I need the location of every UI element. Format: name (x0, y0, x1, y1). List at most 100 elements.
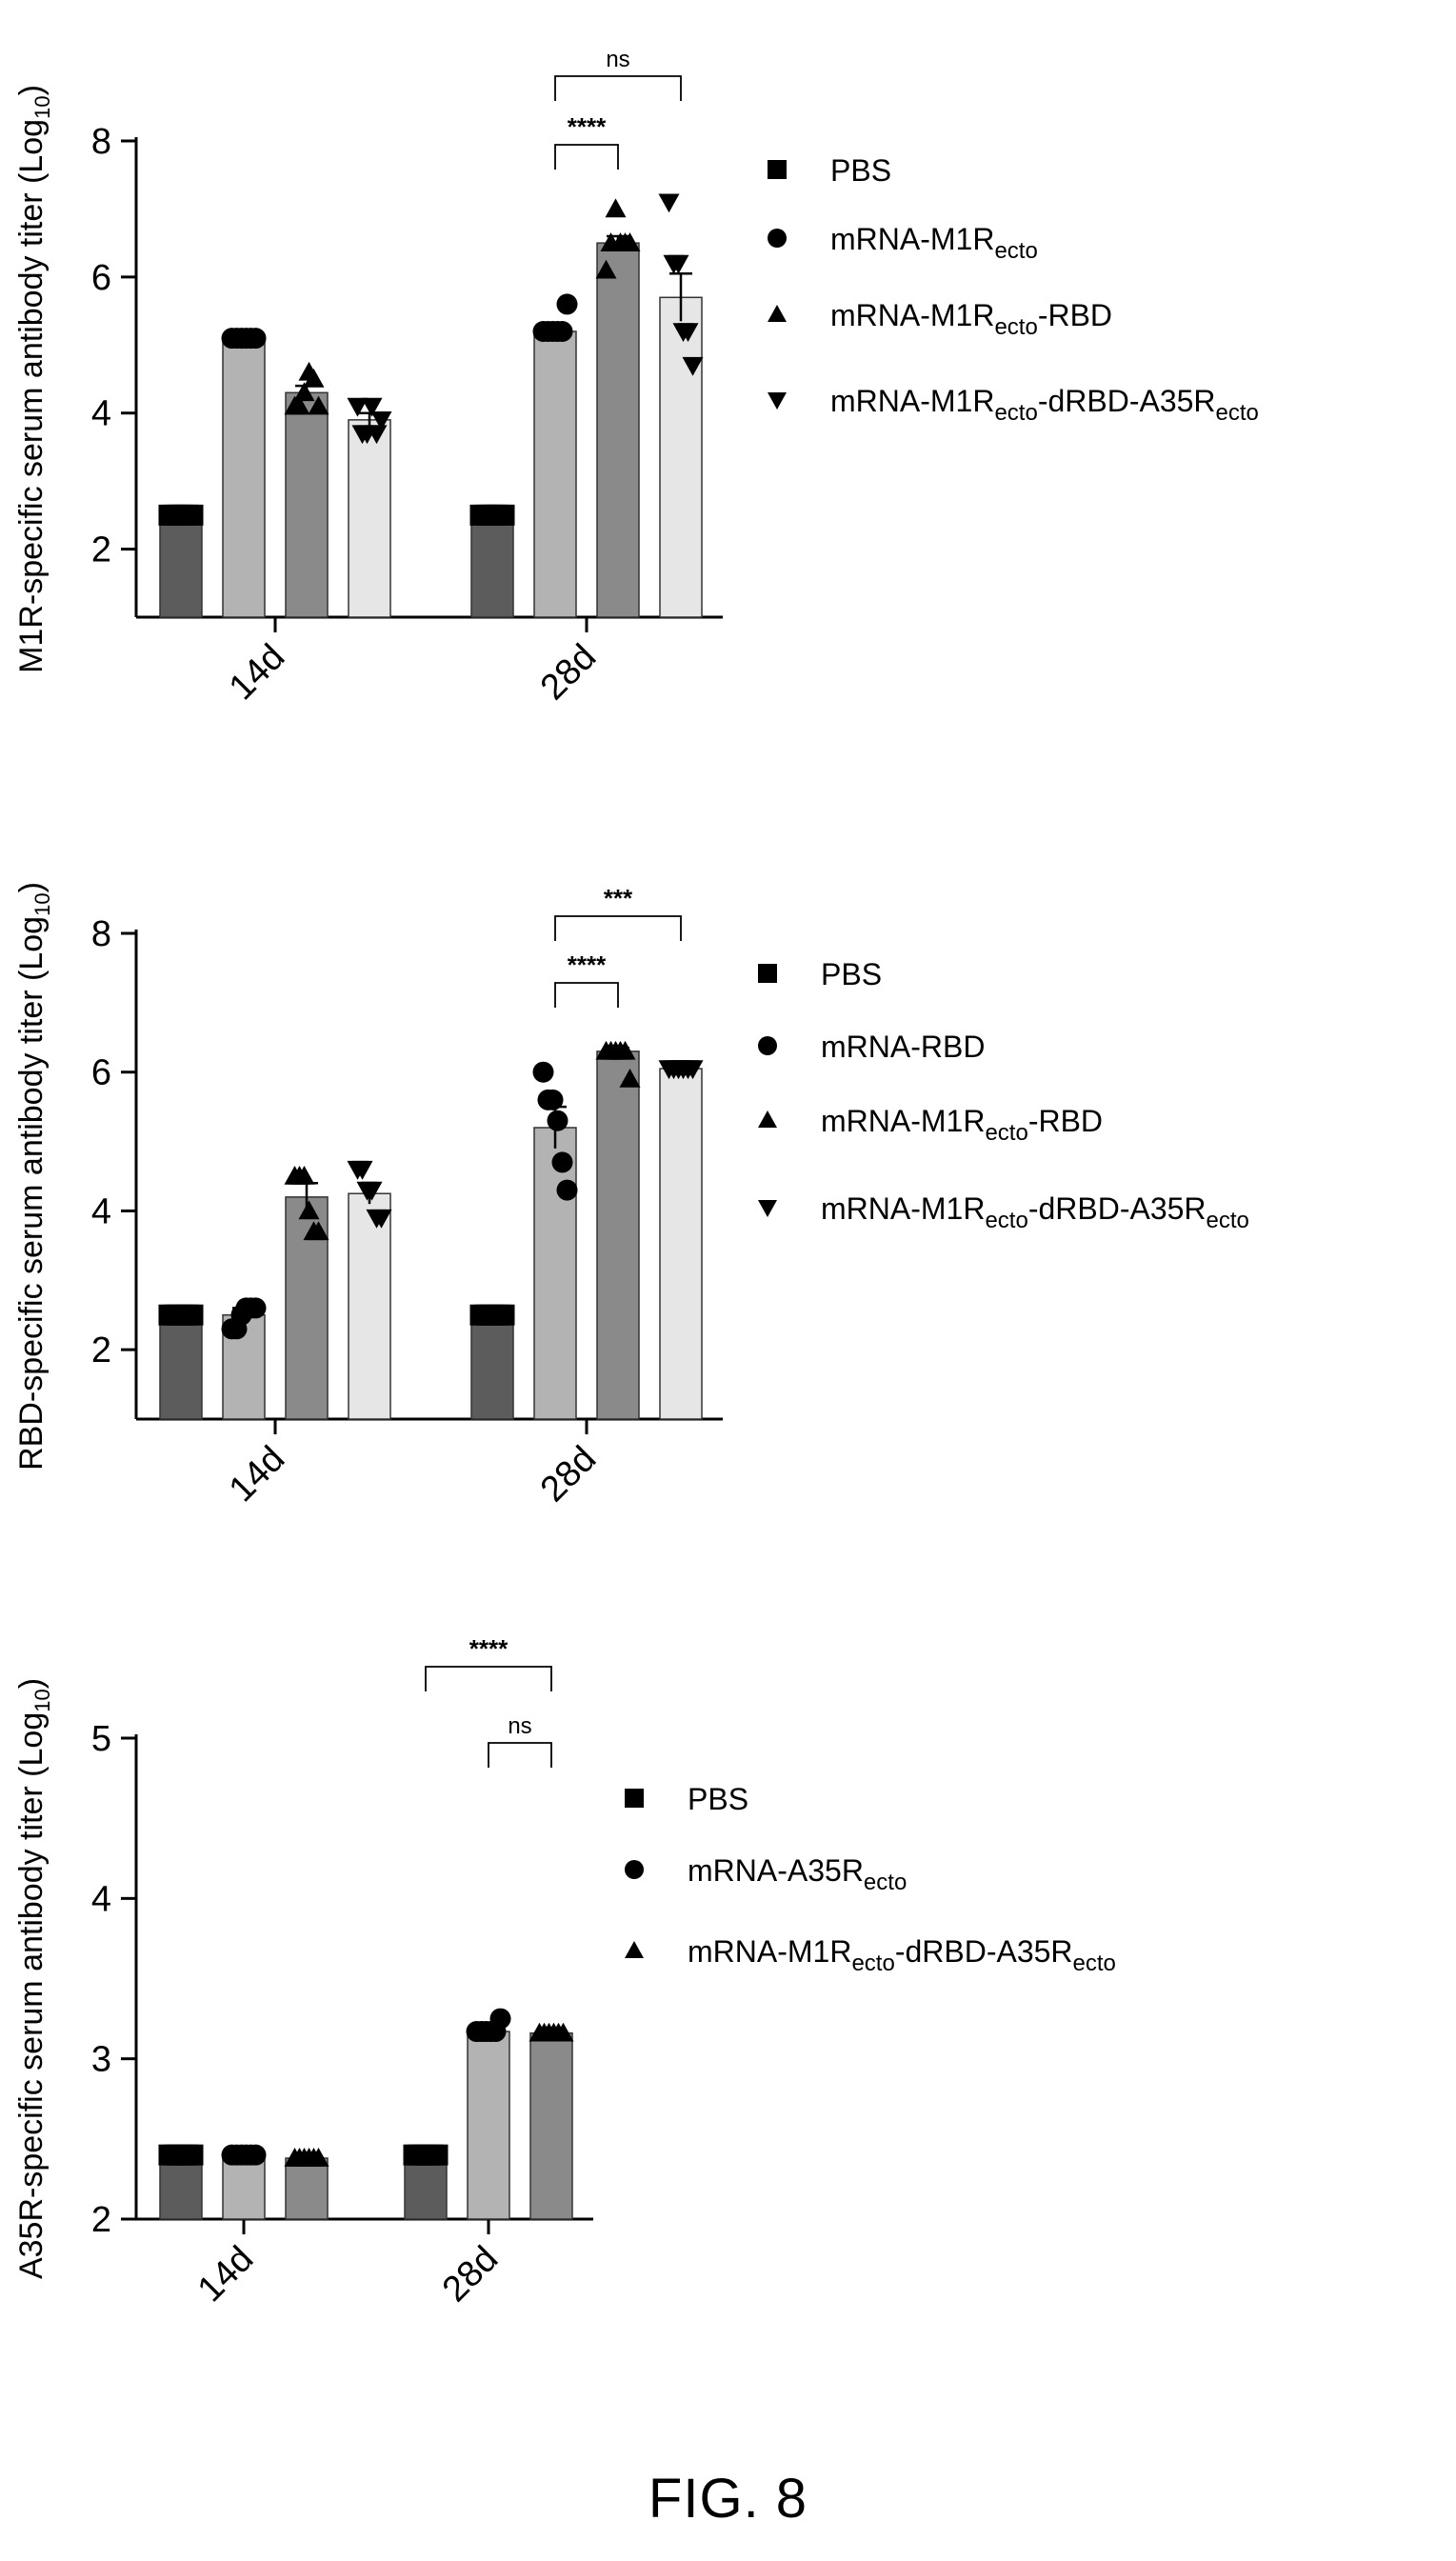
legend-marker (768, 229, 787, 248)
legend-label: PBS (688, 1782, 748, 1816)
data-point (595, 259, 617, 279)
legend-label: mRNA-M1Recto-RBD (830, 298, 1112, 340)
chart-1: 2 4 6 8 M1R-specific serum antibody titer (L… (13, 47, 1259, 708)
bar (659, 1068, 703, 1420)
bar (659, 296, 703, 618)
y-tick-label: 8 (91, 914, 111, 954)
legend-marker (625, 1860, 644, 1879)
x-tick-label: 28d (533, 637, 605, 709)
legend-label: mRNA-M1Recto-dRBD-A35Recto (688, 1934, 1116, 1976)
data-point (619, 232, 641, 251)
significance-label: **** (568, 950, 607, 979)
data-point (361, 397, 383, 417)
data-point (619, 1069, 641, 1088)
data-point (682, 1060, 704, 1080)
data-point (308, 1221, 329, 1241)
y-axis-label: A35R-specific serum antibody titer (Log1… (13, 1678, 54, 2279)
legend-marker (625, 1789, 644, 1808)
bar (159, 1313, 203, 1420)
bar (529, 2031, 573, 2220)
data-point (658, 193, 680, 213)
data-point (489, 2008, 511, 2030)
legend-marker (758, 964, 777, 983)
y-tick-label: 4 (91, 394, 111, 434)
x-tick-label: 28d (435, 2239, 507, 2311)
data-point (542, 1089, 564, 1110)
y-tick-label: 2 (91, 530, 111, 570)
data-point (682, 356, 704, 376)
x-tick-label: 14d (222, 637, 293, 709)
legend-label: mRNA-A35Recto (688, 1853, 907, 1895)
data-point (370, 411, 392, 430)
legend-marker (758, 1110, 777, 1128)
y-tick-label: 5 (91, 1719, 111, 1759)
legend-label: mRNA-M1Recto-dRBD-A35Recto (821, 1191, 1249, 1233)
data-point (493, 1304, 515, 1326)
significance-bracket (554, 144, 619, 170)
data-point (361, 1181, 383, 1201)
y-tick-label: 6 (91, 1053, 111, 1093)
data-point (182, 1304, 204, 1326)
y-tick-label: 8 (91, 122, 111, 162)
significance-bracket (425, 1666, 552, 1691)
x-tick-label: 14d (222, 1439, 293, 1511)
legend-marker (768, 392, 787, 410)
legend-label: PBS (821, 957, 882, 991)
data-point (347, 397, 369, 417)
data-point (366, 425, 388, 445)
bar (470, 1313, 514, 1420)
data-point (551, 1151, 573, 1173)
legend-marker (758, 1036, 777, 1055)
x-tick-label: 14d (190, 2239, 262, 2311)
bar (348, 1192, 391, 1420)
data-point (289, 395, 310, 415)
bar (285, 2157, 329, 2220)
bar (533, 330, 577, 618)
significance-label: *** (604, 884, 633, 912)
bar (222, 2153, 266, 2220)
bar (596, 1050, 640, 1420)
bar (596, 242, 640, 618)
bar (285, 391, 329, 618)
legend-label: mRNA-M1Recto-dRBD-A35Recto (830, 384, 1259, 426)
legend-label: mRNA-M1Recto-RBD (821, 1104, 1103, 1146)
data-point (556, 293, 578, 315)
data-point (351, 1160, 373, 1180)
data-point (245, 328, 267, 350)
data-point (556, 1179, 578, 1201)
data-point (182, 2144, 204, 2166)
y-tick-label: 4 (91, 1191, 111, 1231)
bar (470, 514, 514, 618)
bar (348, 419, 391, 618)
bar (159, 514, 203, 618)
data-point (308, 2148, 329, 2167)
figure-caption: FIG. 8 (648, 2468, 808, 2530)
data-point (493, 504, 515, 526)
significance-bracket (488, 1742, 552, 1768)
significance-label: **** (568, 112, 607, 141)
significance-label: ns (606, 47, 629, 72)
legend-label: PBS (830, 153, 891, 188)
data-point (303, 369, 325, 388)
data-point (552, 2022, 574, 2042)
data-point (370, 1209, 392, 1229)
legend-marker (768, 305, 787, 322)
legend-marker (768, 160, 787, 179)
data-point (298, 1200, 320, 1220)
y-tick-label: 3 (91, 2040, 111, 2080)
data-point (532, 1061, 554, 1083)
x-tick-label: 28d (533, 1439, 605, 1511)
bar (533, 1127, 577, 1420)
y-axis-label: RBD-specific serum antibody titer (Log10… (13, 882, 54, 1471)
data-point (547, 1110, 568, 1131)
significance-label: **** (469, 1634, 509, 1663)
data-point (293, 1166, 315, 1185)
data-point (308, 395, 329, 415)
chart-2: 2 4 6 8 RBD-specific serum antibody titer (L… (13, 882, 1249, 1510)
data-point (293, 382, 315, 402)
data-point (427, 2144, 449, 2166)
data-point (245, 2144, 267, 2166)
y-tick-label: 2 (91, 1331, 111, 1371)
